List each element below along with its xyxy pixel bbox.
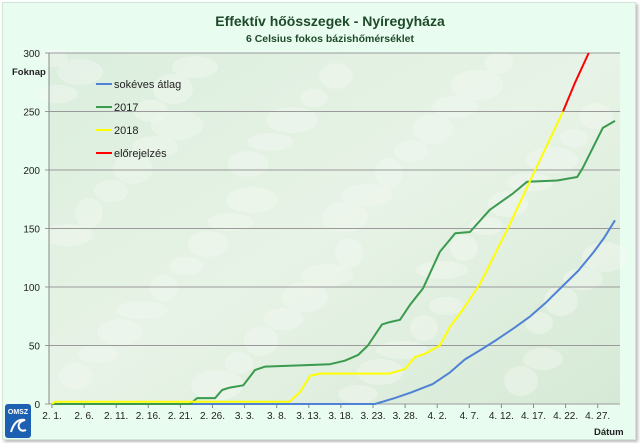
x-tick-label: 2. 1. [42,411,61,422]
x-tick-label: 3. 18. [328,411,353,422]
y-tick-label: 50 [29,342,41,353]
x-tick-label: 4. 12. [489,411,514,422]
y-tick-label: 250 [23,108,40,119]
x-tick-label: 2. 6. [74,411,93,422]
x-tick-label: 2. 16. [136,411,161,422]
series-line-0 [52,219,616,405]
y-tick-label: 200 [23,166,40,177]
x-tick-label: 3. 23. [360,411,385,422]
x-tick-label: 4. 27. [585,411,610,422]
legend-label: 2018 [114,125,138,137]
legend-label: 2017 [114,102,138,114]
x-tick-label: 3. 28. [393,411,418,422]
x-tick-label: 2. 11. [104,411,128,422]
svg-text:OMSZ: OMSZ [8,409,29,416]
x-tick-label: 3. 8. [267,411,286,422]
x-axis-label: Dátum [594,427,624,438]
y-axis-label: Foknap [12,67,46,78]
y-tick-label: 150 [23,225,40,236]
x-tick-label: 4. 17. [521,411,546,422]
y-tick-label: 100 [23,283,40,294]
x-tick-label: 3. 3. [235,411,254,422]
chart-title: Effektív hőösszegek - Nyíregyháza [215,13,445,29]
y-tick-label: 300 [23,49,40,60]
y-tick-label: 0 [34,400,40,411]
chart-subtitle: 6 Celsius fokos bázishőmérséklet [246,33,415,45]
series-line-1 [52,120,616,405]
x-tick-label: 4. 2. [427,411,446,422]
x-tick-label: 3. 13. [296,411,321,422]
omsz-logo: OMSZ [5,404,31,438]
x-tick-label: 4. 22. [553,411,578,422]
legend-label: sokéves átlag [114,79,181,91]
x-tick-label: 4. 7. [460,411,479,422]
series-line-2 [51,111,564,405]
legend-label: előrejelzés [114,148,167,160]
x-tick-label: 2. 21. [168,411,193,422]
x-tick-label: 2. 26. [200,411,225,422]
background-flowers-image [38,49,628,403]
series-line-3 [562,52,590,112]
